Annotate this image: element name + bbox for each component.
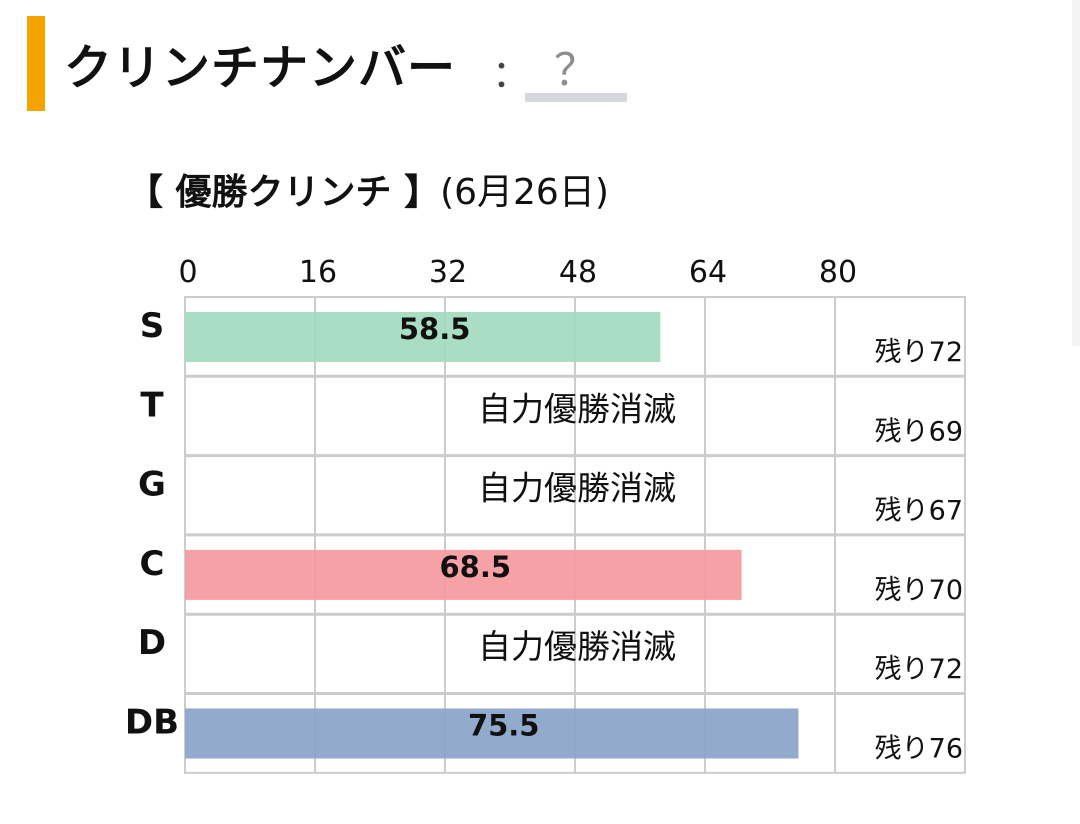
remaining-games-label: 残り76 (875, 734, 963, 765)
bar-value-label: 58.5 (399, 312, 471, 346)
category-label: G (138, 465, 166, 505)
chart-heading-date: (6月26日) (440, 172, 609, 213)
x-tick-label: 80 (819, 255, 857, 290)
bar-value-label: 75.5 (468, 709, 540, 743)
eliminated-label: 自力優勝消滅 (478, 389, 676, 428)
answer-field[interactable]: ？ (525, 40, 627, 102)
title-colon: ： (492, 52, 531, 96)
remaining-games-label: 残り72 (875, 337, 963, 368)
remaining-games-label: 残り72 (875, 654, 963, 685)
x-tick-label: 16 (299, 255, 337, 290)
x-tick-label: 48 (559, 255, 597, 290)
eliminated-label: 自力優勝消滅 (478, 627, 676, 666)
page-edge (1072, 0, 1080, 346)
category-label: T (140, 385, 164, 425)
eliminated-label: 自力優勝消滅 (478, 469, 676, 508)
bar-value-label: 68.5 (440, 550, 512, 584)
x-tick-label: 64 (689, 255, 727, 290)
bar (185, 312, 661, 362)
bar (185, 708, 799, 759)
x-tick-label: 0 (178, 255, 197, 290)
bar (185, 549, 742, 600)
x-tick-label: 32 (429, 255, 467, 290)
category-label: S (140, 306, 165, 346)
answer-placeholder: ？ (554, 45, 598, 96)
chart-heading: 【 優勝クリンチ 】(6月26日) (127, 168, 609, 218)
category-label: C (140, 544, 165, 584)
page-title: クリンチナンバー (64, 40, 457, 96)
remaining-games-label: 残り70 (875, 575, 963, 606)
title-accent-bar (27, 16, 45, 111)
remaining-games-label: 残り69 (875, 416, 963, 447)
chart-heading-main: 【 優勝クリンチ 】 (127, 172, 441, 213)
remaining-games-label: 残り67 (875, 496, 963, 527)
category-label: D (138, 623, 166, 663)
category-label: DB (125, 703, 179, 743)
